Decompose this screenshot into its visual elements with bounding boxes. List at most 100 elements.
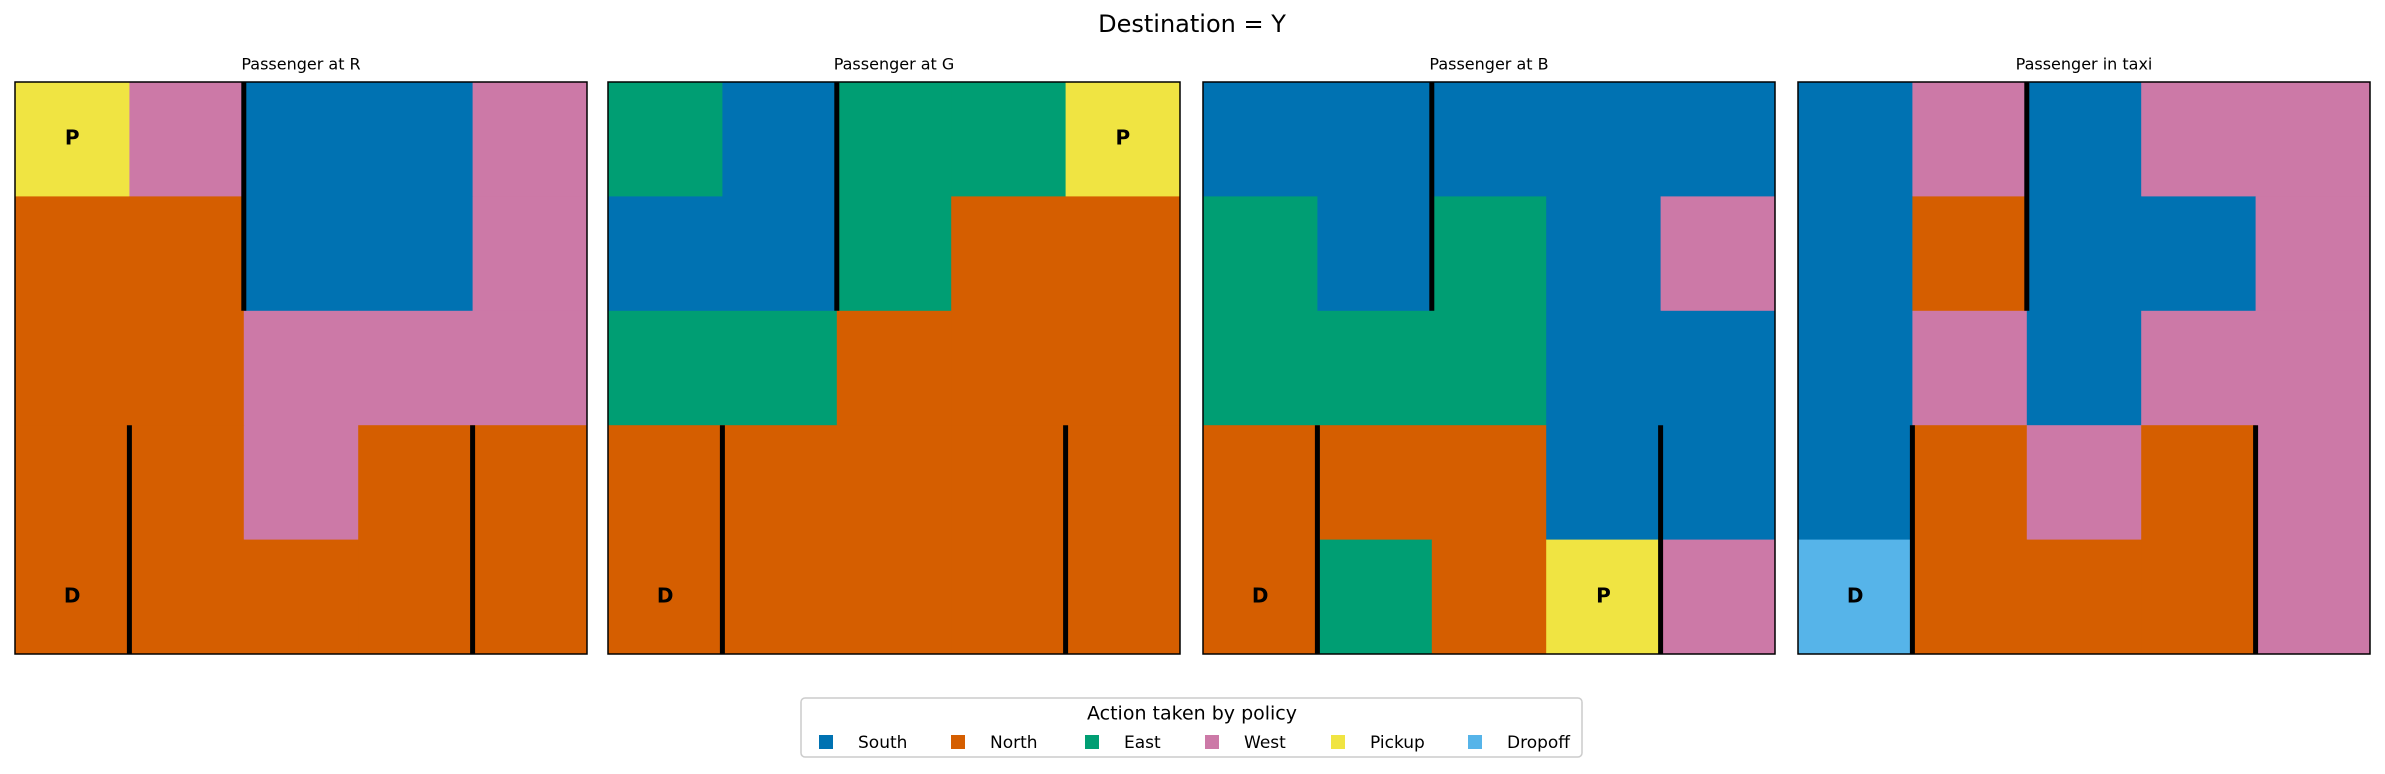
cell [1912, 539, 2028, 655]
cell [2255, 425, 2371, 541]
cell [129, 196, 245, 312]
legend-label: Pickup [1370, 733, 1425, 753]
cell [1065, 425, 1181, 541]
legend-swatch [1331, 735, 1345, 749]
cell [722, 310, 838, 426]
cell [243, 196, 359, 312]
cell [243, 425, 359, 541]
cell [1660, 196, 1776, 312]
cell [1317, 425, 1433, 541]
cell [358, 539, 474, 655]
cell [1317, 539, 1433, 655]
cell [951, 82, 1067, 197]
cell [722, 196, 838, 312]
cell [1546, 82, 1662, 197]
cell [722, 425, 838, 541]
cell [15, 425, 130, 541]
panel-title: Passenger at R [241, 55, 360, 74]
cell [129, 82, 245, 197]
cell [2026, 539, 2142, 655]
cell [1660, 425, 1776, 541]
cell-label: P [65, 126, 80, 150]
cell [1317, 196, 1433, 312]
cell [129, 310, 245, 426]
cell [358, 425, 474, 541]
cell [15, 82, 130, 197]
cell [1203, 425, 1318, 541]
cell [1660, 82, 1776, 197]
cell [608, 82, 723, 197]
cell [1546, 196, 1662, 312]
cell [2255, 310, 2371, 426]
cell [2026, 82, 2142, 197]
legend-swatch [819, 735, 833, 749]
cell [472, 82, 588, 197]
cell [1798, 82, 1913, 197]
cell [472, 425, 588, 541]
cell [1798, 539, 1913, 655]
cell [2026, 310, 2142, 426]
cell [836, 82, 952, 197]
panel-frame [1797, 81, 2371, 655]
cell [243, 310, 359, 426]
cell [1798, 425, 1913, 541]
cell [1203, 310, 1318, 426]
legend-box [800, 697, 1583, 758]
legend-swatch [1205, 735, 1219, 749]
cell [1660, 539, 1776, 655]
cell-label: P [1596, 583, 1611, 607]
cell [1660, 310, 1776, 426]
cell [2255, 82, 2371, 197]
cell [1912, 82, 2028, 197]
panel-frame [14, 81, 588, 655]
cell [1546, 539, 1662, 655]
panel-title: Passenger at B [1429, 55, 1548, 74]
legend-swatch [951, 735, 965, 749]
cell [1065, 539, 1181, 655]
cell [1431, 82, 1547, 197]
legend-label: East [1124, 733, 1161, 753]
cell [1431, 425, 1547, 541]
cell [1317, 82, 1433, 197]
cell [1912, 196, 2028, 312]
cell [1798, 196, 1913, 312]
cell-label: D [1252, 583, 1269, 607]
cell [1431, 196, 1547, 312]
panel-title: Passenger in taxi [2016, 55, 2153, 74]
cell [951, 310, 1067, 426]
cell [358, 310, 474, 426]
cell [608, 539, 723, 655]
cell [2026, 425, 2142, 541]
cell [951, 539, 1067, 655]
cell [1203, 82, 1318, 197]
cell [1798, 310, 1913, 426]
panel-title: Passenger at G [834, 55, 955, 74]
legend-title: Action taken by policy [1087, 703, 1297, 725]
cell [1431, 539, 1547, 655]
cell [608, 196, 723, 312]
cell [472, 196, 588, 312]
cell [15, 310, 130, 426]
legend-label: North [990, 733, 1038, 753]
cell [1912, 425, 2028, 541]
cell [129, 539, 245, 655]
cell [2026, 196, 2142, 312]
cell [951, 196, 1067, 312]
cell-label: D [657, 583, 674, 607]
cell [2141, 196, 2257, 312]
cell [2255, 539, 2371, 655]
cell [2141, 425, 2257, 541]
cell [358, 196, 474, 312]
cell [608, 425, 723, 541]
cell [2141, 82, 2257, 197]
cell [1203, 196, 1318, 312]
cell [836, 196, 952, 312]
cell-label: P [1115, 126, 1130, 150]
panel-frame [607, 81, 1181, 655]
cell [1065, 310, 1181, 426]
legend-label: Dropoff [1507, 733, 1571, 753]
cell [1546, 425, 1662, 541]
cell [472, 310, 588, 426]
cell [1065, 196, 1181, 312]
